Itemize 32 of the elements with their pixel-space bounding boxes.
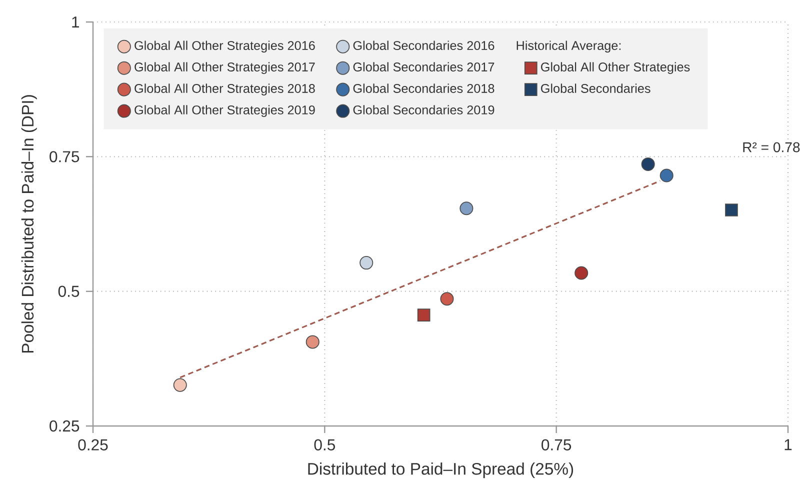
legend-label: Global Secondaries 2019 [353, 105, 494, 114]
point [660, 168, 674, 182]
point [173, 378, 187, 392]
y-tick-label: 0.25 [50, 420, 80, 432]
legend-label: Global All Other Strategies 2016 [134, 40, 315, 53]
legend-label: Global All Other Strategies 2019 [134, 105, 315, 117]
legend-label: Global Secondaries 2017 [353, 62, 494, 72]
y-tick-label: 0.5 [58, 286, 80, 297]
point [440, 292, 454, 306]
x-tick-label: 1 [784, 439, 792, 450]
legend-label: Global Secondaries 2016 [353, 40, 494, 50]
x-axis-title: Distributed to Paid–In Spread (25%) [308, 462, 574, 478]
point [574, 266, 588, 280]
legend-label: Global Secondaries [541, 84, 650, 93]
legend-label: Global Secondaries 2018 [353, 84, 494, 93]
point [641, 157, 655, 171]
y-tick-label: 0.75 [50, 151, 80, 162]
y-axis-title: Pooled Distributed to Paid–In (DPI) [21, 95, 37, 353]
y-tick-label: 1 [72, 16, 79, 28]
x-tick-label: 0.25 [78, 439, 108, 450]
legend-title: Historical Average: [516, 40, 621, 53]
point [725, 204, 738, 216]
annotation: R² = 0.78 [743, 142, 800, 152]
point [360, 256, 374, 270]
legend-label: Global All Other Strategies 2018 [134, 84, 315, 96]
point [460, 202, 474, 216]
legend-label: Global All Other Strategies 2017 [134, 62, 315, 74]
point [417, 308, 430, 322]
point [306, 335, 320, 349]
x-tick-label: 0.5 [314, 439, 335, 450]
x-tick-label: 0.75 [542, 439, 572, 450]
legend-label: Global All Other Strategies [541, 62, 690, 74]
